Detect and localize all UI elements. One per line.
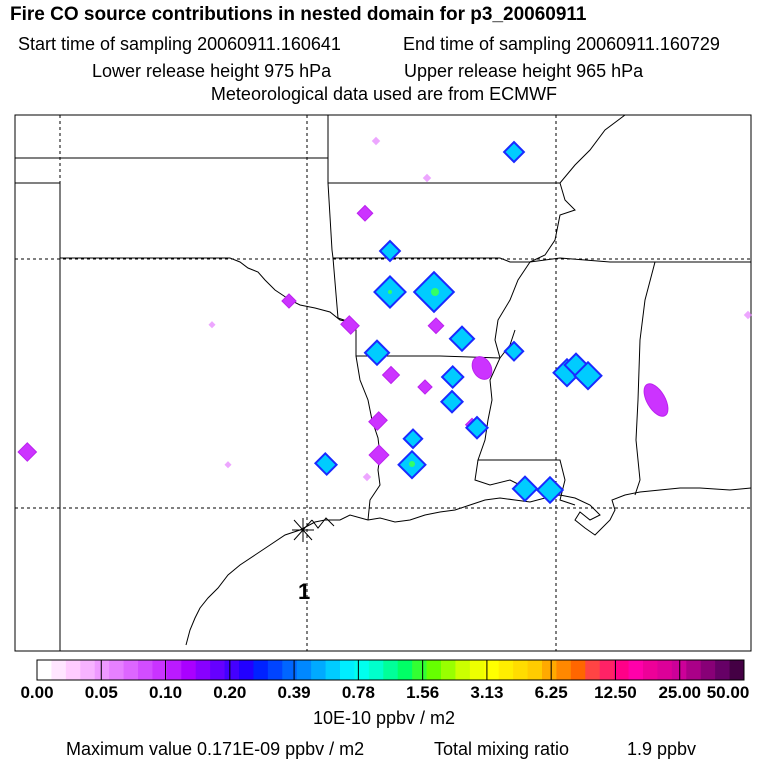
colorbar-swatch	[383, 660, 399, 680]
colorbar-swatch	[542, 660, 557, 680]
lower-release-height: Lower release height 975 hPa	[92, 61, 332, 81]
colorbar-swatch	[123, 660, 139, 680]
colorbar-tick-label: 0.10	[148, 683, 183, 702]
colorbar-swatch	[354, 660, 370, 680]
colorbar-swatch	[80, 660, 96, 680]
plume-green-peak	[388, 288, 439, 467]
colorbar-swatch	[599, 660, 615, 680]
colorbar-tick-label: 3.13	[470, 683, 504, 702]
colorbar-swatch	[527, 660, 543, 680]
colorbar-swatch	[426, 660, 442, 680]
colorbar-swatch	[498, 660, 514, 680]
colorbar-swatch	[686, 660, 702, 680]
colorbar-swatch	[282, 660, 298, 680]
colorbar-swatch	[138, 660, 153, 680]
colorbar-swatch	[311, 660, 327, 680]
colorbar	[37, 660, 745, 680]
colorbar-swatch	[700, 660, 716, 680]
colorbar-swatch	[253, 660, 269, 680]
colorbar-swatch	[166, 660, 182, 680]
colorbar-swatch	[455, 660, 471, 680]
colorbar-swatch	[224, 660, 240, 680]
release-marker-icon	[292, 518, 314, 542]
colorbar-swatch	[94, 660, 110, 680]
total-mixing-label: Total mixing ratio	[434, 739, 570, 759]
colorbar-tick-label: 6.25	[534, 683, 568, 702]
colorbar-swatch	[469, 660, 485, 680]
coastline	[185, 487, 752, 646]
colorbar-swatch	[210, 660, 226, 680]
colorbar-swatch	[715, 660, 731, 680]
colorbar-tick-label: 50.00	[706, 683, 750, 702]
colorbar-tick-label: 0.78	[341, 683, 375, 702]
colorbar-tick-label: 0.00	[20, 683, 54, 702]
met-data-source: Meteorological data used are from ECMWF	[210, 84, 558, 104]
colorbar-swatch	[152, 660, 168, 680]
colorbar-tick-label: 0.05	[84, 683, 118, 702]
colorbar-swatch	[340, 660, 355, 680]
release-marker-label: 1	[298, 579, 310, 604]
colorbar-swatch	[614, 660, 630, 680]
colorbar-units: 10E-10 ppbv / m2	[312, 708, 456, 728]
colorbar-tick-label: 0.39	[277, 683, 311, 702]
colorbar-swatch	[267, 660, 283, 680]
colorbar-swatch	[657, 660, 673, 680]
colorbar-swatch	[181, 660, 197, 680]
plume-faint	[208, 136, 753, 482]
colorbar-swatch	[296, 660, 312, 680]
colorbar-swatch	[368, 660, 384, 680]
colorbar-tick-label: 12.50	[594, 683, 637, 702]
colorbar-swatch	[325, 660, 341, 680]
max-value: Maximum value 0.171E-09 ppbv / m2	[66, 739, 365, 759]
total-mixing-value: 1.9 ppbv	[627, 739, 697, 759]
colorbar-swatch	[239, 660, 254, 680]
colorbar-tick-label: 25.00	[658, 683, 701, 702]
state-boundaries	[15, 114, 751, 650]
colorbar-swatch	[513, 660, 529, 680]
colorbar-swatch	[397, 660, 413, 680]
colorbar-swatch	[585, 660, 601, 680]
colorbar-swatch	[628, 660, 644, 680]
colorbar-swatch	[441, 660, 456, 680]
colorbar-tick-label: 1.56	[406, 683, 440, 702]
colorbar-swatch	[556, 660, 572, 680]
colorbar-tick-label: 0.20	[213, 683, 247, 702]
colorbar-swatch	[195, 660, 211, 680]
colorbar-ticks	[36, 660, 745, 680]
colorbar-swatch	[729, 660, 745, 680]
plot-title: Fire CO source contributions in nested d…	[10, 4, 587, 25]
colorbar-swatch	[51, 660, 67, 680]
start-time: Start time of sampling 20060911.160641	[18, 34, 341, 54]
colorbar-swatch	[37, 660, 52, 680]
colorbar-swatch	[65, 660, 81, 680]
end-time: End time of sampling 20060911.160729	[403, 34, 720, 54]
colorbar-swatch	[484, 660, 500, 680]
colorbar-swatch	[570, 660, 586, 680]
colorbar-swatch	[643, 660, 658, 680]
colorbar-swatch	[412, 660, 428, 680]
colorbar-swatch	[109, 660, 125, 680]
upper-release-height: Upper release height 965 hPa	[404, 61, 644, 81]
map-frame	[14, 114, 752, 652]
plume-blue-core	[313, 140, 603, 505]
